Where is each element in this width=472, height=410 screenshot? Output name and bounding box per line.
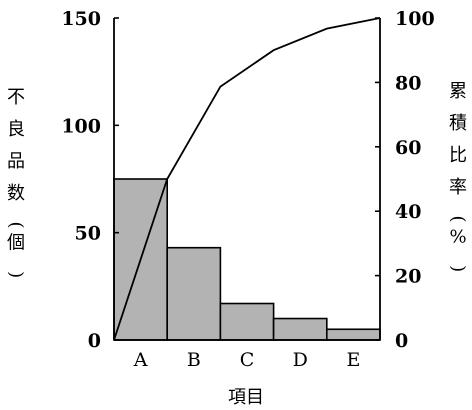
axis-title-char: )	[448, 265, 469, 272]
axis-title-char: 数	[7, 183, 25, 204]
axis-title-char: 品	[7, 151, 25, 172]
cumulative-line-group	[113, 17, 381, 341]
right-tick-label: 20	[395, 266, 421, 288]
axis-title-char: 積	[449, 113, 467, 134]
axis-title-char: 比	[449, 145, 467, 166]
category-label-B: B	[187, 349, 201, 371]
bar-E	[325, 328, 381, 341]
cumulative-line	[113, 17, 381, 341]
right-tick-label: 100	[395, 8, 435, 30]
bar-C	[219, 302, 275, 341]
left-tick-label: 50	[75, 223, 101, 245]
axes-group	[113, 18, 381, 341]
axis-title-char: 個	[7, 233, 25, 254]
axis-title-char: 累	[449, 81, 467, 102]
axis-title-char: (	[448, 215, 469, 222]
category-labels: A B C D E	[133, 349, 361, 371]
bar-D	[272, 317, 328, 341]
axis-title-char: (	[6, 221, 27, 228]
right-tick-label: 60	[395, 137, 421, 159]
axis-title-char: %	[449, 227, 466, 248]
axis-title-char: 良	[7, 119, 25, 140]
right-tick-labels: 0 20 40 60 80 100	[375, 8, 435, 352]
axis-title-char: 率	[449, 177, 467, 198]
right-tick-label: 40	[395, 201, 421, 223]
right-tick-label: 80	[395, 72, 421, 94]
left-tick-label: 0	[88, 330, 101, 352]
bar-B	[166, 246, 222, 341]
left-tick-labels: 0 50 100 150	[61, 8, 119, 352]
category-label-E: E	[346, 349, 360, 371]
left-tick-label: 100	[61, 115, 101, 137]
left-tick-label: 150	[61, 8, 101, 30]
category-label-C: C	[240, 349, 255, 371]
axis-title-char: 不	[7, 87, 25, 108]
x-axis-title: 項目	[228, 387, 264, 408]
axis-title-char: )	[6, 271, 27, 278]
category-label-A: A	[133, 349, 148, 371]
right-tick-label: 0	[395, 330, 408, 352]
bars-group	[113, 178, 381, 341]
category-label-D: D	[293, 349, 308, 371]
